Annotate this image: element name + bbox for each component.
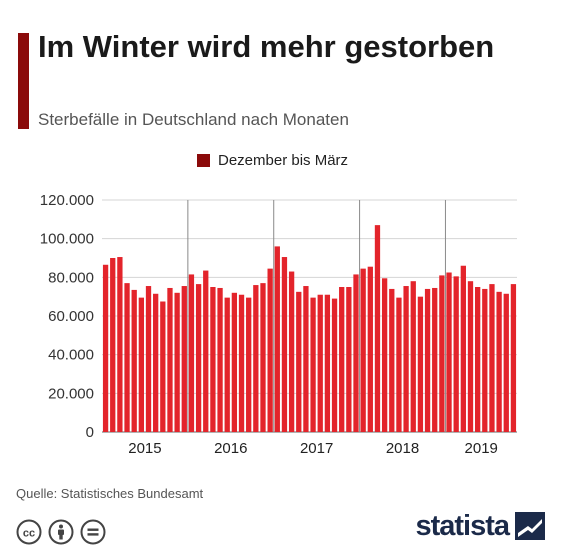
bar xyxy=(503,293,509,432)
bar xyxy=(339,287,345,432)
bar-chart: 0 20.000 40.000 60.000 80.000 100.000 120.000 2… xyxy=(40,192,517,457)
bar xyxy=(303,286,309,432)
bar xyxy=(281,257,288,432)
bar xyxy=(367,266,373,432)
bar xyxy=(381,278,388,432)
cc-icon: cc xyxy=(16,519,42,545)
bar xyxy=(203,270,209,432)
year-label: 2015 xyxy=(128,440,161,457)
bar xyxy=(231,292,238,432)
bar xyxy=(474,287,481,432)
bar xyxy=(217,287,223,432)
bar xyxy=(310,297,316,432)
bar xyxy=(131,289,137,432)
chart-legend: Dezember bis März xyxy=(197,152,348,169)
license-icons: cc xyxy=(16,519,106,545)
statista-logo-icon xyxy=(515,512,545,540)
bar xyxy=(238,294,245,432)
bar xyxy=(432,287,438,432)
bar xyxy=(482,288,488,432)
year-label: 2016 xyxy=(214,440,247,457)
bar xyxy=(317,294,323,432)
bar xyxy=(288,271,295,432)
chart-title: Im Winter wird mehr gestorben xyxy=(38,29,495,64)
bar xyxy=(396,297,402,432)
bar xyxy=(117,257,123,432)
year-label: 2017 xyxy=(300,440,333,457)
bar xyxy=(403,286,409,432)
bar xyxy=(389,288,395,432)
year-label: 2018 xyxy=(386,440,419,457)
legend-swatch xyxy=(197,154,210,167)
year-label: 2019 xyxy=(465,440,498,457)
svg-text:cc: cc xyxy=(23,528,35,540)
bar xyxy=(267,268,273,432)
bar xyxy=(360,268,366,432)
bar xyxy=(439,275,445,432)
source-note: Quelle: Statistisches Bundesamt xyxy=(16,486,204,501)
bar xyxy=(153,293,159,432)
brand-name: statista xyxy=(415,510,510,542)
no-derivatives-icon xyxy=(80,519,106,545)
bar xyxy=(210,287,216,432)
bar xyxy=(274,246,280,432)
bar xyxy=(467,281,474,432)
bar xyxy=(224,297,230,432)
bar xyxy=(453,276,459,432)
bar xyxy=(331,298,338,432)
bar xyxy=(145,286,152,432)
y-tick-label: 0 xyxy=(86,424,94,441)
brand: statista xyxy=(415,511,545,541)
bar xyxy=(160,301,166,432)
bar xyxy=(260,283,266,432)
bar xyxy=(102,264,109,432)
y-tick-label: 40.000 xyxy=(48,347,94,364)
bar xyxy=(181,286,187,432)
y-tick-label: 120.000 xyxy=(40,192,94,209)
title-accent-bar xyxy=(18,33,29,129)
bar xyxy=(195,284,202,432)
bar xyxy=(489,284,495,432)
bar xyxy=(460,265,466,432)
bar xyxy=(496,291,502,432)
y-tick-label: 20.000 xyxy=(48,385,94,402)
y-tick-label: 100.000 xyxy=(40,231,94,248)
bar xyxy=(174,292,180,432)
bar xyxy=(417,296,424,432)
bar xyxy=(510,284,517,432)
y-tick-label: 80.000 xyxy=(48,269,94,286)
bar xyxy=(167,287,173,432)
bar xyxy=(324,294,331,432)
chart-subtitle: Sterbefälle in Deutschland nach Monaten xyxy=(38,110,349,129)
bar xyxy=(110,258,116,432)
y-tick-label: 60.000 xyxy=(48,308,94,325)
legend-label: Dezember bis März xyxy=(218,152,349,169)
bar xyxy=(138,297,145,432)
bar xyxy=(446,272,452,432)
bar xyxy=(410,281,416,432)
bar xyxy=(296,291,302,432)
bar xyxy=(246,297,252,432)
bar xyxy=(253,285,259,432)
bar xyxy=(353,274,359,432)
bar xyxy=(424,288,431,432)
bar xyxy=(374,225,381,432)
bar xyxy=(124,283,130,432)
bar xyxy=(188,274,195,432)
bar xyxy=(346,287,352,432)
attribution-icon xyxy=(48,519,74,545)
